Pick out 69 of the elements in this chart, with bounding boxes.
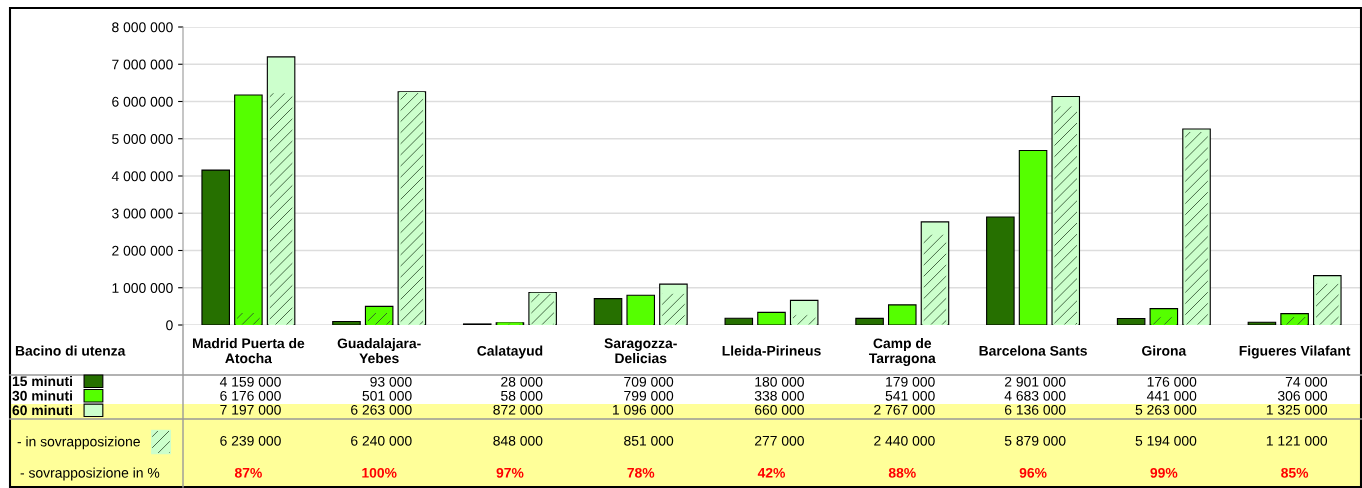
data-label: 5 194 000 (1135, 435, 1197, 446)
data-label: 441 000 (1146, 390, 1197, 401)
text: - sovrapposizione in % (20, 467, 160, 481)
data-label: 7 197 000 (220, 404, 281, 415)
x-tick-label: Madrid Puerta de Atocha (192, 338, 305, 364)
data-label: 338 000 (754, 390, 804, 401)
y-tick-label: 7 000 000 (112, 59, 173, 70)
y-tick-label: 3 000 000 (112, 208, 173, 219)
text: 99% (1150, 467, 1178, 478)
data-label: 176 000 (1147, 376, 1197, 387)
y-tick-label: 2 000 000 (112, 245, 173, 256)
y-tick-label: 1 000 000 (112, 283, 173, 293)
data-label: 6 240 000 (351, 435, 412, 446)
x-tick-label: Guadalajara- Yebes (337, 338, 421, 364)
data-label: 2 767 000 (874, 404, 935, 415)
text: 96% (1019, 467, 1047, 478)
x-tick-label: Girona (1142, 345, 1187, 356)
data-label: 501 000 (362, 390, 412, 401)
x-tick-label: Figueres Vilafant (1239, 345, 1351, 359)
x-axis-title: Bacino di utenza (15, 345, 126, 356)
x-tick-label: Barcelona Sants (979, 345, 1087, 356)
data-label: 5 263 000 (1135, 404, 1197, 415)
y-tick-label: 4 000 000 (111, 171, 173, 182)
data-label: 6 239 000 (220, 435, 281, 446)
x-tick-label: Calatayud (477, 345, 543, 359)
text: 87% (234, 467, 262, 478)
data-label: 58 000 (501, 390, 543, 401)
data-label: 2 440 000 (874, 435, 935, 446)
legend-label: 60 minuti (12, 405, 72, 416)
text: 88% (888, 467, 916, 478)
x-tick-label: Lleida-Pirineus (722, 345, 821, 356)
data-label: 851 000 (624, 435, 674, 446)
data-label: 28 000 (501, 376, 543, 387)
y-tick-label: 5 000 000 (112, 134, 173, 144)
legend-label: 30 minuti (12, 390, 72, 401)
x-tick-label: Saragozza- Delicias (604, 338, 677, 364)
data-label: 660 000 (755, 404, 804, 415)
data-label: 93 000 (370, 376, 412, 387)
data-label: 4 683 000 (1004, 390, 1066, 401)
y-tick-label: 6 000 000 (112, 96, 173, 107)
data-label: 848 000 (493, 435, 543, 446)
data-label: 4 159 000 (219, 376, 281, 387)
legend-label: 15 minuti (12, 375, 72, 387)
data-label: 5 879 000 (1004, 435, 1066, 446)
y-tick-label: 0 (166, 320, 173, 331)
data-label: 709 000 (624, 376, 674, 387)
data-label: 6 263 000 (351, 404, 412, 415)
data-label: 541 000 (885, 390, 935, 401)
legend-label: - in sovrapposizione (17, 436, 140, 450)
text: 97% (496, 467, 524, 478)
data-label: 179 000 (886, 376, 935, 387)
data-label: 872 000 (493, 404, 543, 415)
text: 85% (1281, 467, 1309, 478)
y-tick-label: 8 000 000 (112, 22, 173, 33)
data-label: 277 000 (755, 435, 804, 446)
data-label: 180 000 (755, 376, 804, 387)
text: 100% (362, 467, 397, 478)
data-label: 2 901 000 (1004, 376, 1066, 387)
data-label: 306 000 (1277, 390, 1328, 401)
text: 78% (627, 467, 655, 478)
data-label: 6 176 000 (220, 390, 281, 401)
data-label: 6 136 000 (1004, 404, 1066, 415)
text: 42% (757, 467, 786, 478)
data-label: 1 325 000 (1266, 404, 1328, 415)
data-label: 74 000 (1285, 376, 1328, 387)
x-tick-label: Camp de Tarragona (868, 338, 936, 366)
data-label: 1 121 000 (1266, 435, 1328, 446)
data-label: 799 000 (624, 390, 674, 401)
data-label: 1 096 000 (613, 404, 674, 415)
